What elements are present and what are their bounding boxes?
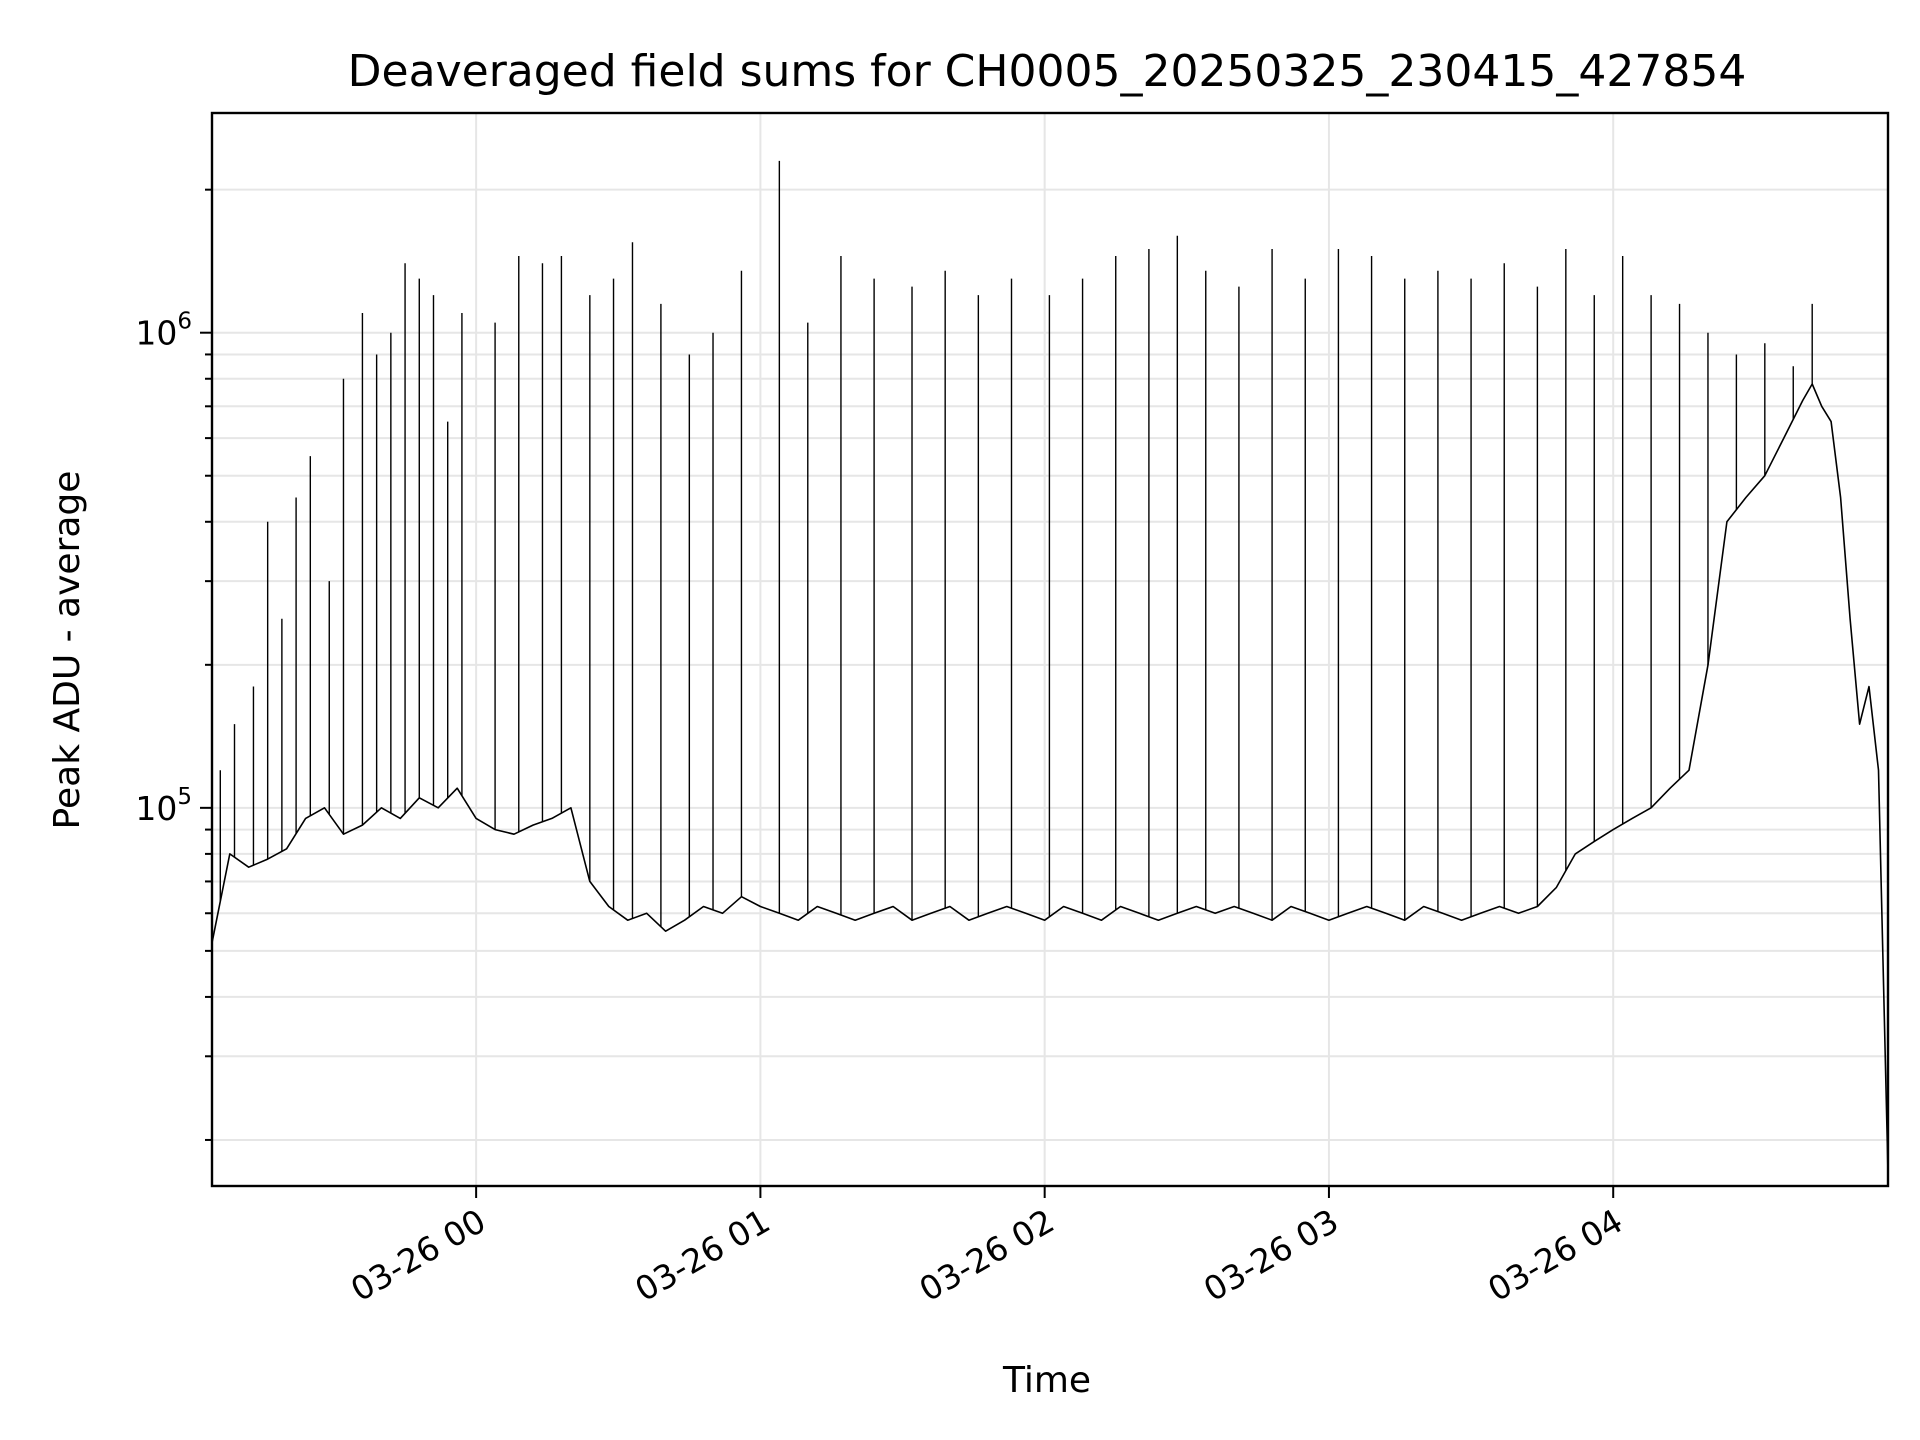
plot-frame — [210, 111, 1890, 1188]
chart-title: Deaveraged field sums for CH0005_2025032… — [348, 46, 1747, 97]
y-axis-label: Peak ADU - average — [47, 471, 88, 830]
series-group — [212, 160, 1888, 1174]
x-axis-label: Time — [1002, 1360, 1091, 1401]
y-tick-label: 106 — [135, 309, 192, 353]
y-tick-label: 105 — [135, 784, 192, 828]
